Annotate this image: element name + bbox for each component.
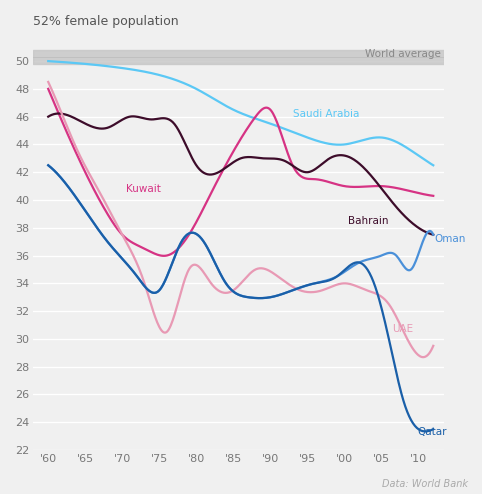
Text: 52% female population: 52% female population	[33, 15, 179, 28]
Text: Oman: Oman	[435, 234, 466, 244]
Text: Saudi Arabia: Saudi Arabia	[293, 109, 359, 119]
Text: Data: World Bank: Data: World Bank	[382, 479, 468, 489]
Text: World average: World average	[365, 49, 441, 59]
Bar	[33, 50, 444, 64]
Text: Kuwait: Kuwait	[126, 184, 161, 194]
Text: Bahrain: Bahrain	[348, 216, 388, 226]
Text: UAE: UAE	[392, 324, 414, 334]
Text: Qatar: Qatar	[417, 427, 446, 437]
